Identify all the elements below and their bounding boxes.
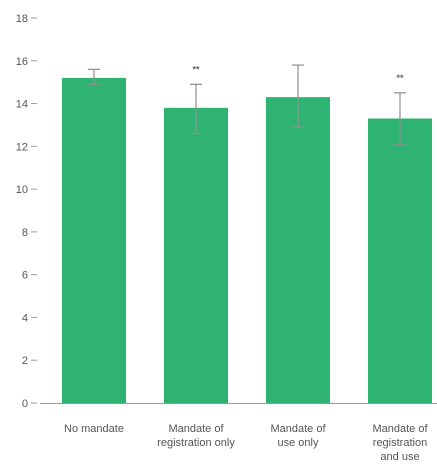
error-bar: [394, 92, 406, 145]
y-tick-label: 12: [16, 141, 28, 153]
category-label-line: Mandate of: [372, 423, 428, 435]
y-tick-label: 10: [16, 184, 28, 196]
bar: [62, 77, 126, 403]
category-label: No mandate: [64, 423, 124, 435]
y-tick-label: 18: [16, 13, 28, 25]
category-label-line: registration only: [157, 437, 235, 449]
error-bars: [88, 64, 406, 145]
y-tick-label: 4: [22, 312, 28, 324]
significance-marker: **: [396, 73, 404, 83]
category-label: Mandate of registration only: [157, 423, 235, 449]
significance-markers: ** **: [192, 64, 404, 83]
category-label-line: and use: [380, 451, 419, 463]
category-label: Mandate of registration and use: [372, 423, 428, 463]
y-axis: 0 2 4 6 8 10 12 14 16 18: [16, 13, 37, 410]
y-tick-label: 6: [22, 270, 28, 282]
category-label-line: Mandate of: [270, 423, 326, 435]
category-label: Mandate of use only: [270, 423, 326, 449]
y-tick-label: 14: [16, 99, 28, 111]
error-bar: [292, 64, 304, 128]
y-tick-label: 0: [22, 398, 28, 410]
bars: [62, 77, 432, 404]
significance-marker: **: [192, 64, 200, 74]
error-bar: [88, 68, 100, 85]
category-label-line: Mandate of: [168, 423, 224, 435]
x-axis: No mandate Mandate of registration onlyMan…: [40, 403, 437, 463]
category-label-line: use only: [278, 437, 319, 449]
bar: [164, 107, 228, 403]
y-tick-label: 8: [22, 227, 28, 239]
category-label-line: No mandate: [64, 423, 124, 435]
y-tick-label: 16: [16, 56, 28, 68]
error-bar: [190, 83, 202, 135]
bar: [266, 97, 330, 403]
bar: [368, 118, 432, 404]
category-label-line: registration: [373, 437, 427, 449]
y-tick-label: 2: [22, 355, 28, 367]
